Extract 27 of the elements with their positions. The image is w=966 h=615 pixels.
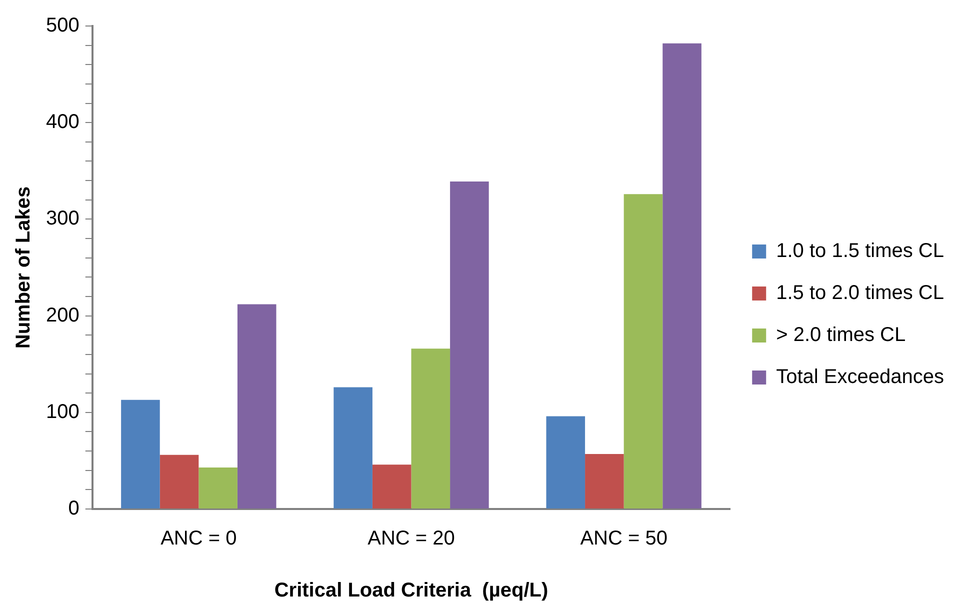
legend-label: 1.5 to 2.0 times CL [776, 282, 944, 304]
bar [198, 467, 238, 508]
legend-label: > 2.0 times CL [776, 324, 906, 346]
bar [237, 304, 276, 508]
x-tick-label: ANC = 20 [368, 528, 455, 550]
bar [334, 387, 372, 508]
bar [624, 194, 663, 508]
bar [160, 454, 199, 508]
y-tick-label: 0 [68, 498, 80, 520]
x-tick-label: ANC = 0 [160, 528, 237, 550]
bar [546, 416, 586, 508]
bar [411, 348, 450, 508]
legend-label: Total Exceedances [776, 366, 944, 388]
y-tick-label: 500 [46, 14, 80, 37]
bar [662, 43, 702, 508]
y-tick-label: 100 [46, 400, 80, 423]
x-tick-label: ANC = 50 [580, 528, 668, 550]
bar [450, 182, 489, 508]
y-tick-label: 300 [46, 208, 80, 230]
y-tick-label: 200 [46, 304, 80, 326]
bar [372, 464, 412, 508]
bar [121, 400, 160, 508]
y-tick-label: 400 [46, 111, 80, 134]
y-axis-title: Number of Lakes [12, 186, 35, 349]
legend-label: 1.0 to 1.5 times CL [776, 240, 944, 262]
bar [585, 454, 624, 508]
x-axis-title: Critical Load Criteria (µeq/L) [274, 580, 548, 602]
